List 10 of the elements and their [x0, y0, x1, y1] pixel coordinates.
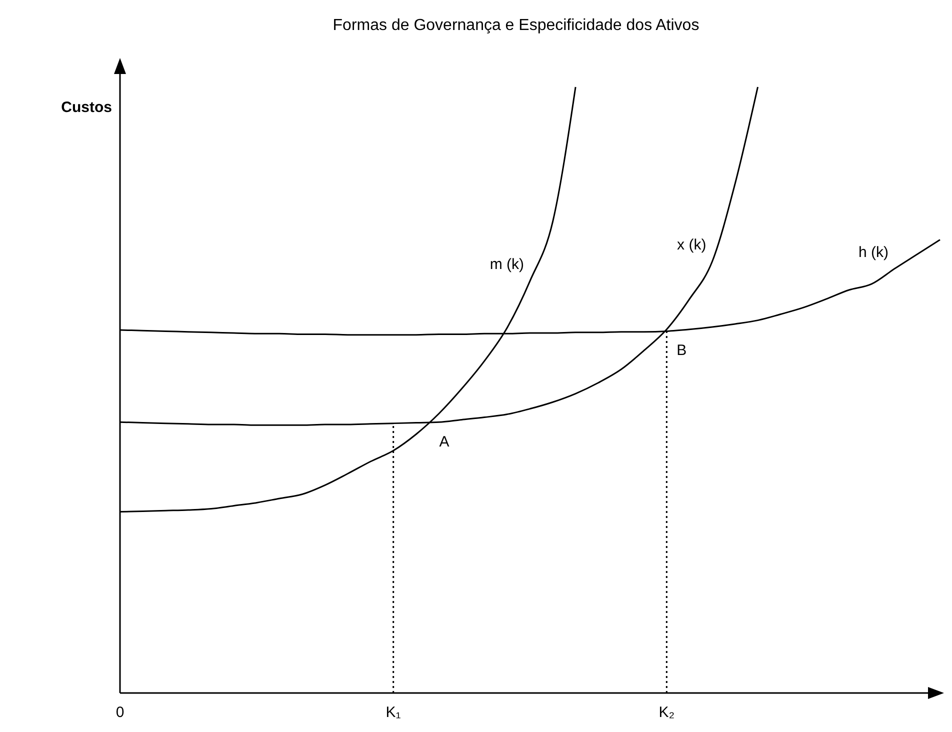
x-tick-label: 0	[116, 704, 124, 721]
chart-title: Formas de Governança e Especificidade dos Ativos	[332, 17, 700, 34]
series-label: m (k)	[490, 256, 524, 273]
annotation: B	[676, 342, 687, 360]
x-tick-label: K₁	[386, 704, 401, 721]
y-axis-title: Custos	[61, 99, 112, 116]
series-label: h (k)	[858, 244, 888, 261]
series-label: x (k)	[677, 236, 706, 254]
annotation: A	[439, 434, 450, 451]
x-tick-label: K₂	[658, 704, 675, 721]
